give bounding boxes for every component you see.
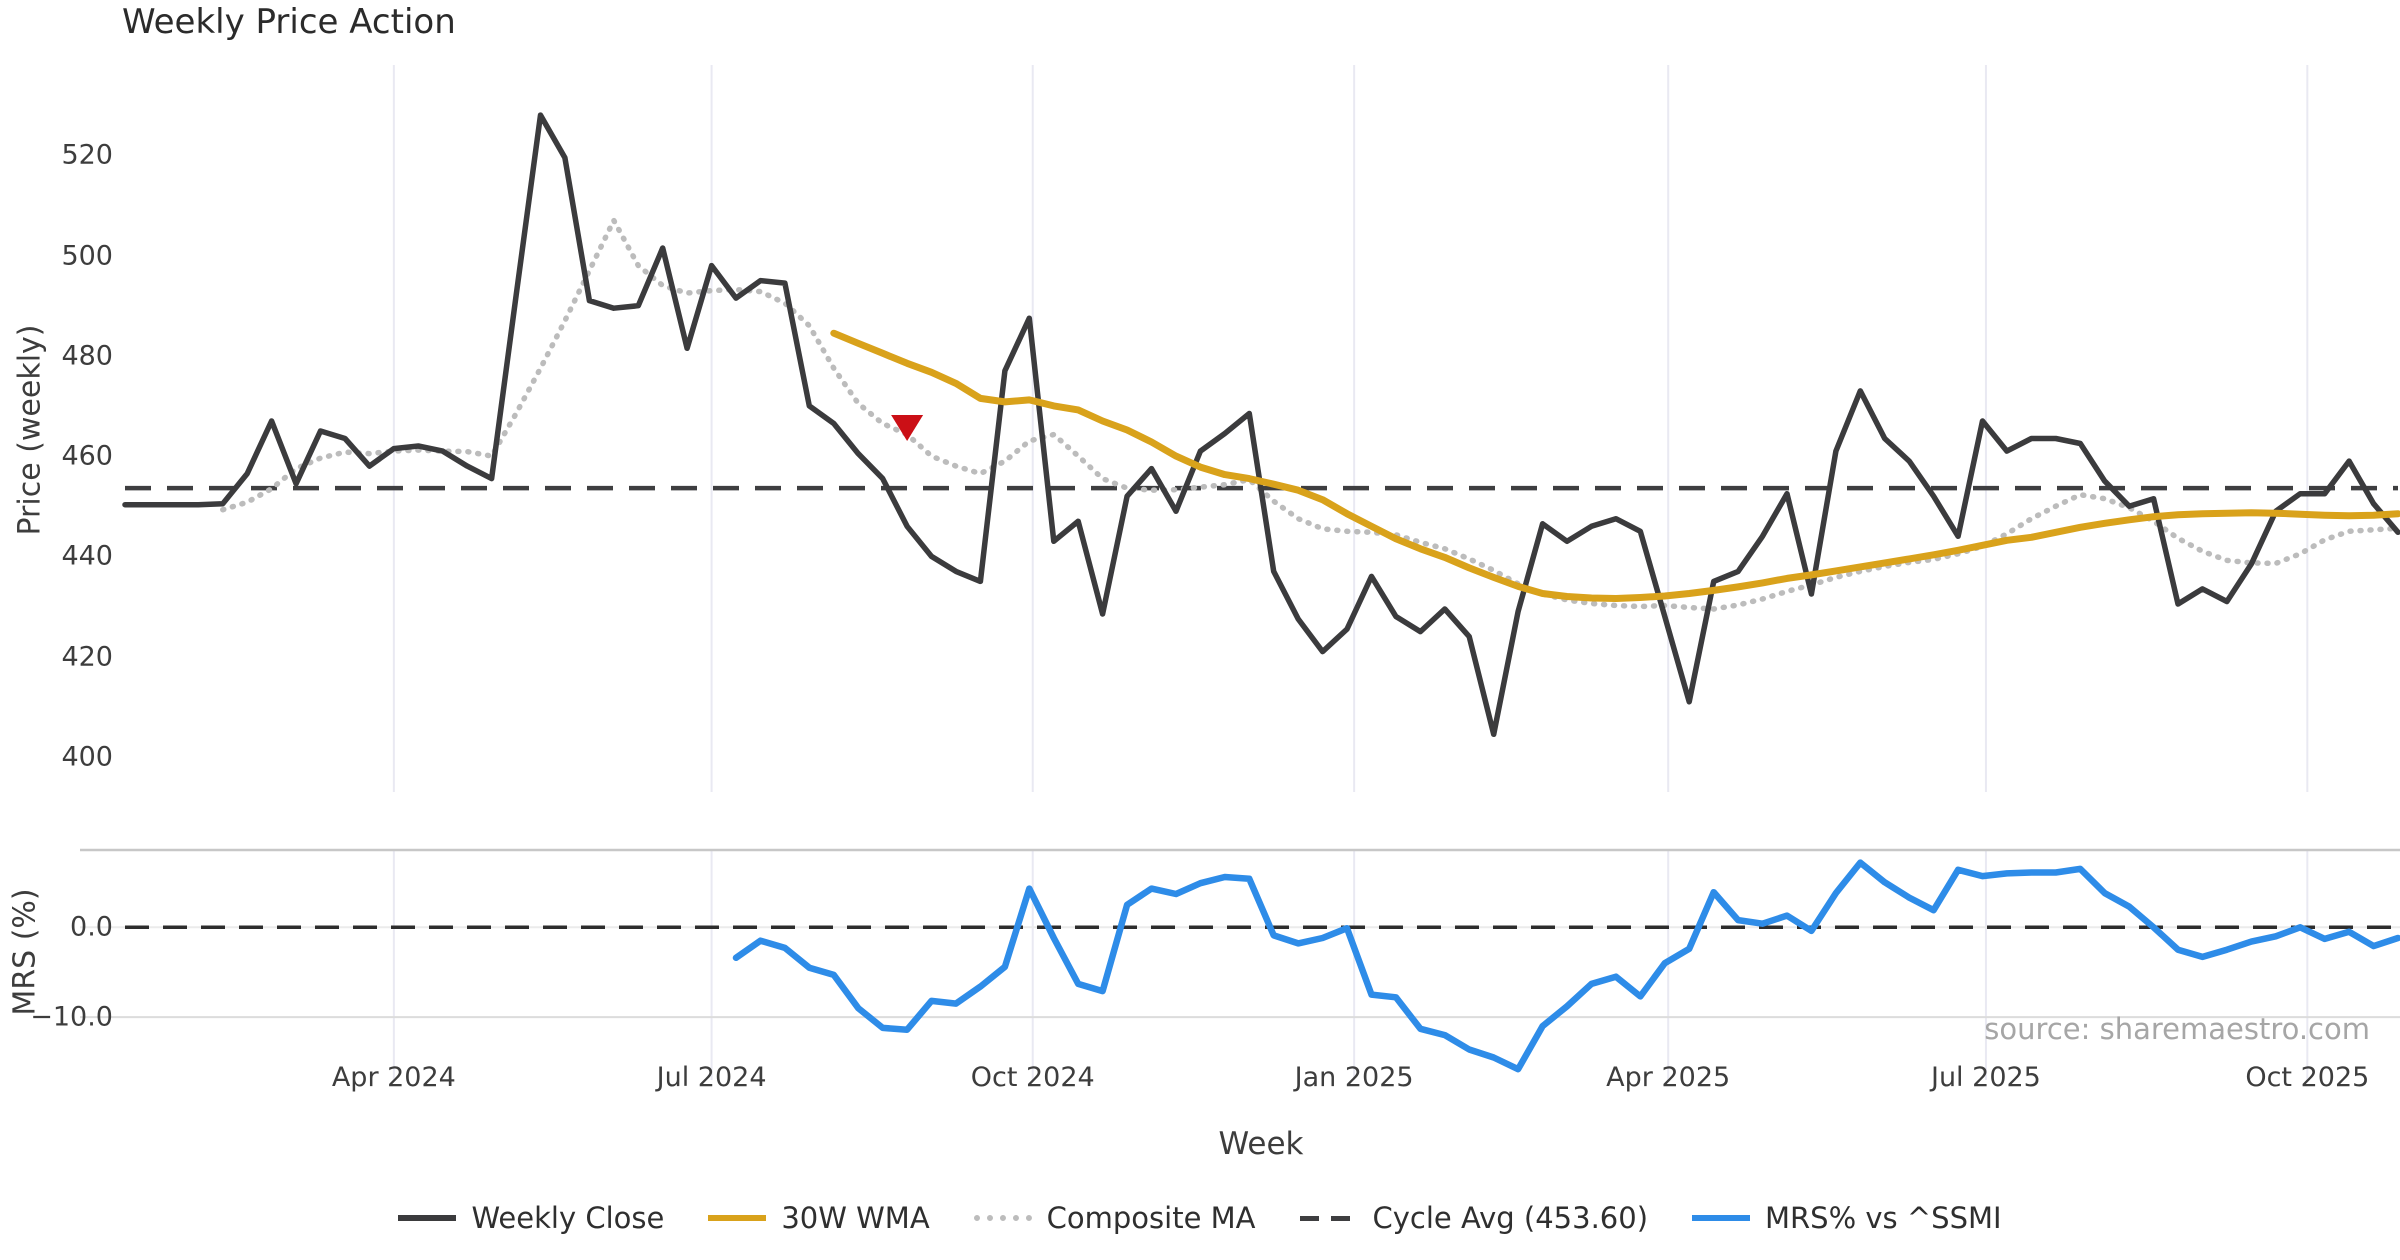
weekly-close-line (122, 112, 2400, 738)
mrs-ytick-0.0: 0.0 (70, 911, 113, 943)
legend-item-mrs-vs-ssmi: MRS% vs ^SSMI (1692, 1201, 2002, 1235)
price-ytick-440: 440 (61, 540, 113, 572)
legend-item-composite-ma: Composite MA (973, 1201, 1256, 1235)
legend-item-cycle-avg-453-60-: Cycle Avg (453.60) (1299, 1201, 1649, 1235)
xtick-jul-2024: Jul 2024 (656, 1062, 767, 1093)
legend: Weekly Close 30W WMA Composite MA Cycle Avg… (0, 1190, 2400, 1246)
legend-label: 30W WMA (781, 1201, 930, 1235)
legend-item-weekly-close: Weekly Close (398, 1201, 664, 1235)
legend-label: Cycle Avg (453.60) (1372, 1201, 1649, 1235)
sell-signal-marker-icon (891, 414, 924, 441)
legend-label: Composite MA (1046, 1201, 1256, 1235)
legend-swatch-icon (398, 1215, 457, 1221)
legend-item-30w-wma: 30W WMA (708, 1201, 930, 1235)
price-ytick-500: 500 (61, 240, 113, 272)
price-ytick-480: 480 (61, 340, 113, 372)
mrs-line (732, 859, 2400, 1073)
price-ytick-460: 460 (61, 440, 113, 472)
chart-title: Weekly Price Action (122, 2, 456, 42)
xtick-apr-2025: Apr 2025 (1606, 1062, 1731, 1093)
xtick-apr-2024: Apr 2024 (331, 1062, 456, 1093)
xtick-jan-2025: Jan 2025 (1294, 1062, 1414, 1093)
30w-wma-line (830, 329, 2400, 602)
legend-swatch-icon (708, 1215, 767, 1221)
xtick-oct-2024: Oct 2024 (970, 1062, 1095, 1093)
legend-label: Weekly Close (471, 1201, 665, 1235)
x-axis-label: Week (1218, 1126, 1304, 1162)
legend-swatch-icon (1692, 1215, 1751, 1221)
legend-swatch-icon (1299, 1215, 1358, 1221)
price-ytick-420: 420 (61, 641, 113, 673)
xtick-jul-2025: Jul 2025 (1930, 1062, 2041, 1093)
mrs-ytick-−10.0: −10.0 (30, 1001, 113, 1033)
legend-label: MRS% vs ^SSMI (1765, 1201, 2002, 1235)
price-ytick-400: 400 (61, 741, 113, 773)
composite-ma-line (220, 217, 2400, 612)
price-ytick-520: 520 (61, 139, 113, 171)
legend-swatch-icon (973, 1215, 1032, 1221)
mrs-axis-label: MRS (%) (7, 888, 43, 1016)
source-credit: source: sharemaestro.com (1984, 1012, 2370, 1046)
xtick-oct-2025: Oct 2025 (2245, 1062, 2370, 1093)
